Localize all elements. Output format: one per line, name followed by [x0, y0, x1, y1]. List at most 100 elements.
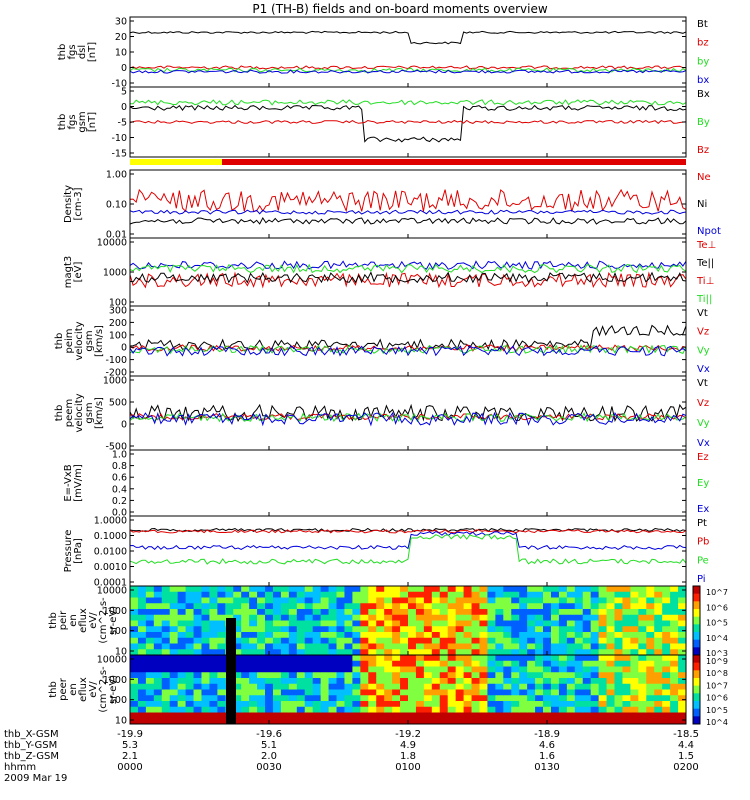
spectrogram-cell — [320, 660, 330, 667]
spectrogram-cell — [527, 655, 536, 662]
spectrogram-cell — [606, 597, 616, 604]
spectrogram-cell — [550, 712, 560, 719]
spectrogram-cell — [662, 718, 671, 725]
spectrogram-cell — [241, 701, 250, 708]
spectrogram-cell — [646, 666, 655, 673]
spectrogram-cell — [249, 689, 258, 696]
spectrogram-cell — [193, 678, 202, 685]
spectrogram-cell — [201, 718, 210, 725]
colorbar-tick-label: 10^4 — [706, 634, 728, 643]
spectrogram-cell — [495, 586, 504, 593]
spectrogram-cell — [527, 706, 536, 713]
spectrogram-cell — [257, 637, 266, 644]
spectrogram-cell — [670, 678, 679, 685]
spectrogram-cell — [550, 706, 560, 713]
spectrogram-cell — [130, 701, 139, 708]
spectrogram-cell — [272, 666, 282, 673]
spectrogram-cell — [638, 655, 647, 662]
spectrogram-cell — [511, 632, 520, 639]
spectrogram-cell — [527, 649, 536, 656]
spectrogram-cell — [296, 643, 306, 650]
spectrogram-cell — [280, 655, 290, 662]
spectrogram-cell — [495, 614, 504, 621]
spectrogram-cell — [153, 609, 163, 616]
spectrogram-cell — [280, 586, 290, 593]
spectrogram-cell — [257, 660, 266, 667]
spectrogram-cell — [185, 597, 195, 604]
spectrogram-cell — [153, 712, 163, 719]
spectrogram-cell — [463, 632, 473, 639]
spectrogram-cell — [678, 660, 687, 667]
spectrogram-cell — [503, 620, 512, 627]
spectrogram-cell — [431, 603, 441, 610]
spectrogram-cell — [336, 614, 345, 621]
spectrogram-cell — [265, 626, 274, 633]
spectrogram-cell — [519, 655, 528, 662]
spectrogram-cell — [217, 626, 226, 633]
spectrogram-cell — [423, 637, 433, 644]
spectrogram-cell — [630, 603, 639, 610]
spectrogram-cell — [177, 597, 187, 604]
x-tick-label: -19.6 — [256, 729, 282, 740]
spectrogram-cell — [678, 678, 687, 685]
spectrogram-cell — [320, 643, 330, 650]
spectrogram-cell — [678, 614, 687, 621]
y-tick-label: -100 — [105, 355, 127, 366]
spectrogram-cell — [288, 666, 298, 673]
spectrogram-cell — [336, 632, 345, 639]
spectrogram-cell — [535, 620, 544, 627]
spectrogram-cell — [360, 689, 369, 696]
spectrogram-cell — [400, 712, 409, 719]
spectrogram-cell — [153, 586, 163, 593]
spectrogram-cell — [288, 683, 298, 690]
spectrogram-cell — [503, 678, 512, 685]
spectrogram-cell — [280, 712, 290, 719]
spectrogram-cell — [265, 689, 274, 696]
spectrogram-cell — [312, 666, 322, 673]
spectrogram-cell — [670, 643, 679, 650]
spectrogram-cell — [590, 695, 600, 702]
spectrogram-cell — [662, 666, 671, 673]
spectrogram-cell — [487, 632, 496, 639]
spectrogram-cell — [288, 632, 298, 639]
spectrogram-cell — [392, 591, 401, 598]
spectrogram-cell — [233, 718, 242, 725]
spectrogram-cell — [241, 660, 250, 667]
spectrogram-cell — [678, 706, 687, 713]
spectrogram-cell — [558, 620, 568, 627]
spectrogram-cell — [344, 591, 353, 598]
spectrogram-cell — [153, 637, 163, 644]
spectrogram-cell — [455, 718, 465, 725]
y-tick-label: 0.4 — [112, 484, 127, 495]
spectrogram-cell — [455, 626, 465, 633]
spectrogram-cell — [574, 609, 584, 616]
spectrogram-cell — [550, 695, 560, 702]
spectrogram-cell — [304, 701, 314, 708]
y-tick-label: 10000 — [97, 238, 127, 249]
spectrogram-cell — [368, 649, 377, 656]
spectrogram-cell — [392, 609, 401, 616]
spectrogram-cell — [471, 660, 480, 667]
spectrogram-cell — [519, 614, 528, 621]
spectrogram-cell — [503, 706, 512, 713]
spectrogram-cell — [352, 620, 361, 627]
spectrogram-cell — [161, 718, 171, 725]
legend-entry: Vy — [697, 345, 710, 356]
spectrogram-cell — [455, 701, 465, 708]
spectrogram-cell — [161, 689, 171, 696]
colorbar-swatch — [693, 593, 700, 602]
spectrogram-cell — [487, 695, 496, 702]
spectrogram-cell — [606, 666, 616, 673]
spectrogram-cell — [519, 586, 528, 593]
spectrogram-cell — [265, 591, 274, 598]
spectrogram-cell — [598, 632, 608, 639]
spectrogram-cell — [296, 706, 306, 713]
spectrogram-cell — [130, 626, 139, 633]
spectrogram-cell — [137, 637, 147, 644]
spectrogram-cell — [566, 660, 576, 667]
legend-entry: Bz — [697, 145, 709, 156]
spectrogram-cell — [193, 591, 202, 598]
spectrogram-cell — [257, 706, 266, 713]
spectrogram-cell — [471, 706, 480, 713]
